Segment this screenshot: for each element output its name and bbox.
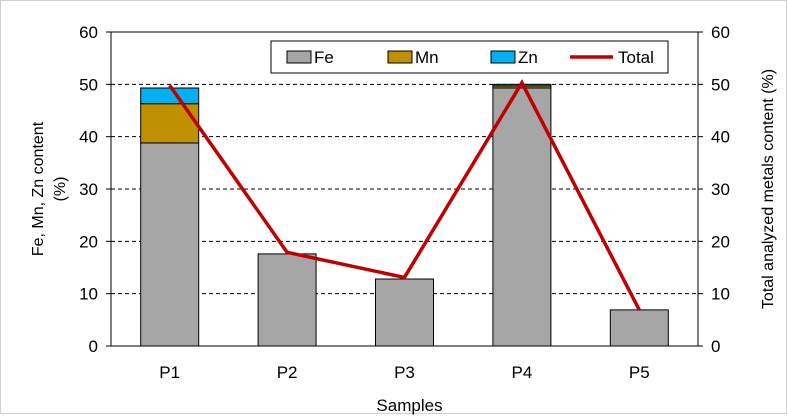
y-axis-title-left-line-2: (%): [52, 177, 69, 202]
legend-label-fe: Fe: [314, 48, 334, 67]
legend-label-total: Total: [618, 48, 654, 67]
category-label-p2: P2: [277, 363, 298, 382]
right-tick-label-50: 50: [711, 75, 730, 94]
y-axis-title-left: Fe, Mn, Zn content (%): [30, 121, 69, 256]
bar-fe-p2: [257, 253, 317, 347]
bar-fe-p1: [140, 142, 200, 347]
right-tick-label-60: 60: [711, 23, 730, 42]
total-line-path: [168, 79, 641, 311]
axes: 0 0 10 10 20 20 30 30 40 40 50 50 60 60 P1 P2 P3 P4 P5: [79, 23, 730, 382]
category-label-p5: P5: [629, 363, 650, 382]
right-tick-label-20: 20: [711, 232, 730, 251]
x-axis-title: Samples: [376, 396, 442, 415]
category-label-p4: P4: [512, 363, 533, 382]
legend-swatch-fe: [286, 50, 312, 64]
right-tick-label-10: 10: [711, 285, 730, 304]
bars: [140, 83, 669, 347]
left-tick-label-30: 30: [79, 180, 98, 199]
axis-labels: Samples Fe, Mn, Zn content (%) Total analyz…: [30, 69, 777, 415]
left-tick-label-10: 10: [79, 285, 98, 304]
y-axis-title-right: Total analyzed metals content (%): [760, 69, 777, 309]
bar-fe-p5: [609, 309, 669, 347]
bar-fe-p3: [375, 278, 434, 347]
right-tick-label-30: 30: [711, 180, 730, 199]
bar-zn-p1: [140, 87, 200, 105]
y-axis-title-left-line-1: Fe, Mn, Zn content: [30, 121, 47, 256]
bar-fe-p4: [492, 87, 552, 347]
legend-swatch-mn: [387, 50, 413, 64]
left-tick-label-50: 50: [79, 75, 98, 94]
right-tick-label-40: 40: [711, 128, 730, 147]
legend-label-zn: Zn: [518, 48, 538, 67]
legend: Fe Mn Zn Total: [270, 40, 669, 74]
category-label-p3: P3: [394, 363, 415, 382]
bar-mn-p1: [140, 103, 200, 144]
right-tick-label-0: 0: [711, 337, 720, 356]
category-label-p1: P1: [159, 363, 180, 382]
total-line: [168, 79, 641, 311]
legend-label-mn: Mn: [415, 48, 439, 67]
left-tick-label-0: 0: [89, 337, 98, 356]
left-tick-label-60: 60: [79, 23, 98, 42]
left-tick-label-20: 20: [79, 232, 98, 251]
left-tick-label-40: 40: [79, 128, 98, 147]
legend-swatch-zn: [490, 50, 516, 64]
